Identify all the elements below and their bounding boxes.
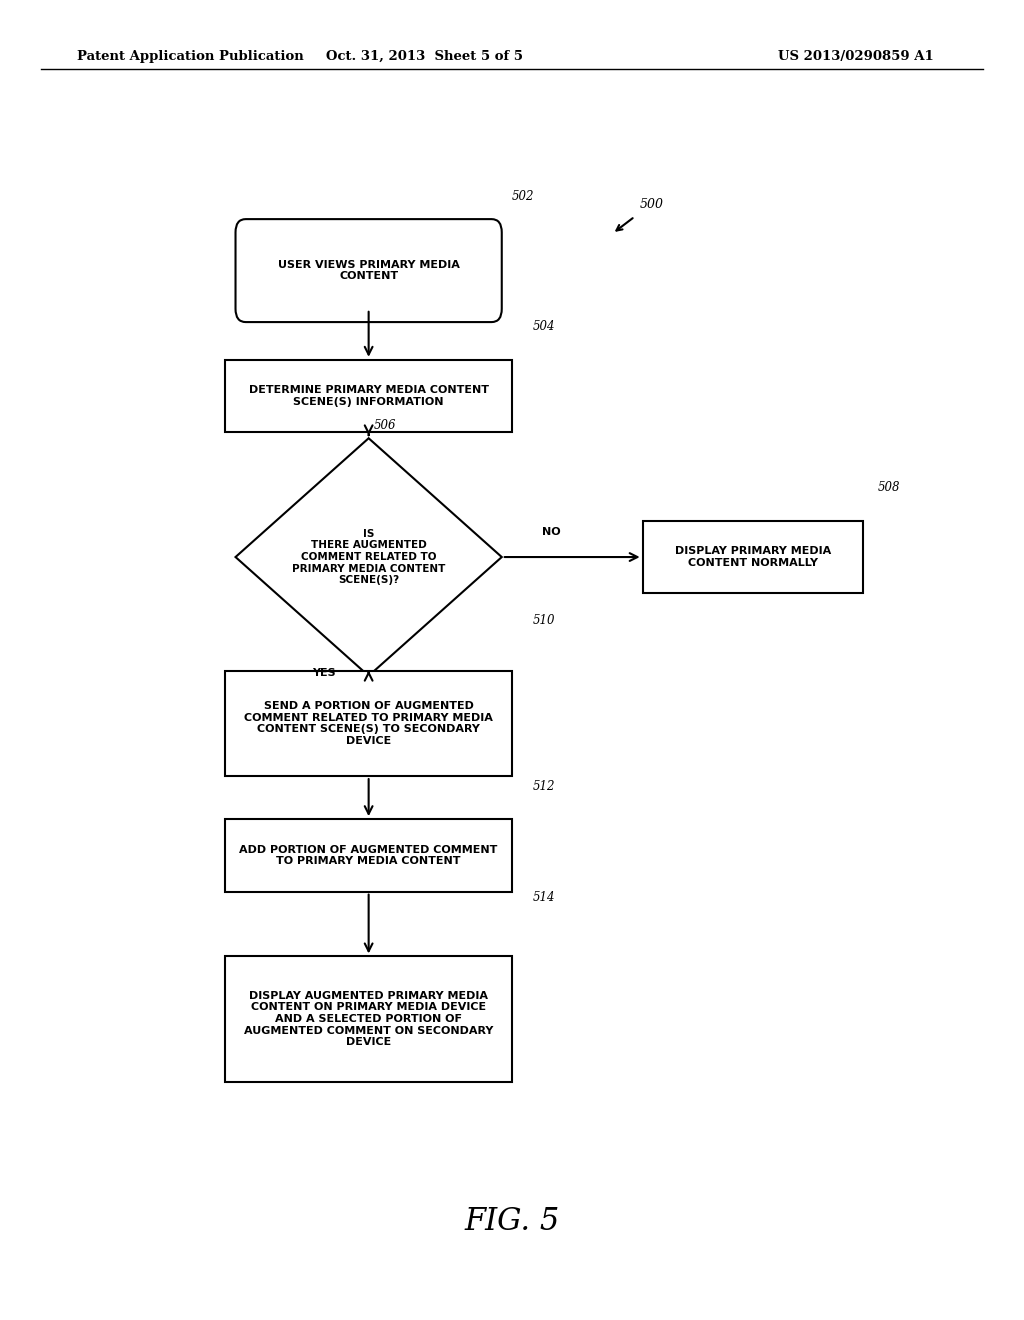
Text: Oct. 31, 2013  Sheet 5 of 5: Oct. 31, 2013 Sheet 5 of 5 xyxy=(327,50,523,63)
Text: DISPLAY PRIMARY MEDIA
CONTENT NORMALLY: DISPLAY PRIMARY MEDIA CONTENT NORMALLY xyxy=(675,546,830,568)
Bar xyxy=(225,360,512,433)
Text: YES: YES xyxy=(312,668,336,678)
Text: 508: 508 xyxy=(879,482,900,495)
Polygon shape xyxy=(236,438,502,676)
FancyBboxPatch shape xyxy=(236,219,502,322)
Bar xyxy=(225,956,512,1082)
Bar xyxy=(225,818,512,892)
Text: FIG. 5: FIG. 5 xyxy=(464,1205,560,1237)
Bar xyxy=(225,671,512,776)
Text: 510: 510 xyxy=(532,614,555,627)
Text: 500: 500 xyxy=(640,198,664,211)
Text: USER VIEWS PRIMARY MEDIA
CONTENT: USER VIEWS PRIMARY MEDIA CONTENT xyxy=(278,260,460,281)
Text: ADD PORTION OF AUGMENTED COMMENT
TO PRIMARY MEDIA CONTENT: ADD PORTION OF AUGMENTED COMMENT TO PRIM… xyxy=(240,845,498,866)
Text: DISPLAY AUGMENTED PRIMARY MEDIA
CONTENT ON PRIMARY MEDIA DEVICE
AND A SELECTED P: DISPLAY AUGMENTED PRIMARY MEDIA CONTENT … xyxy=(244,991,494,1047)
Bar xyxy=(643,520,862,594)
Text: 514: 514 xyxy=(532,891,555,903)
Text: SEND A PORTION OF AUGMENTED
COMMENT RELATED TO PRIMARY MEDIA
CONTENT SCENE(S) TO: SEND A PORTION OF AUGMENTED COMMENT RELA… xyxy=(244,701,494,746)
Text: 502: 502 xyxy=(512,190,535,203)
Text: Patent Application Publication: Patent Application Publication xyxy=(77,50,303,63)
Text: US 2013/0290859 A1: US 2013/0290859 A1 xyxy=(778,50,934,63)
Text: IS
THERE AUGMENTED
COMMENT RELATED TO
PRIMARY MEDIA CONTENT
SCENE(S)?: IS THERE AUGMENTED COMMENT RELATED TO PR… xyxy=(292,529,445,585)
Text: DETERMINE PRIMARY MEDIA CONTENT
SCENE(S) INFORMATION: DETERMINE PRIMARY MEDIA CONTENT SCENE(S)… xyxy=(249,385,488,407)
Text: NO: NO xyxy=(543,527,561,537)
Text: 506: 506 xyxy=(374,418,396,432)
Text: 504: 504 xyxy=(532,321,555,334)
Text: 512: 512 xyxy=(532,780,555,792)
